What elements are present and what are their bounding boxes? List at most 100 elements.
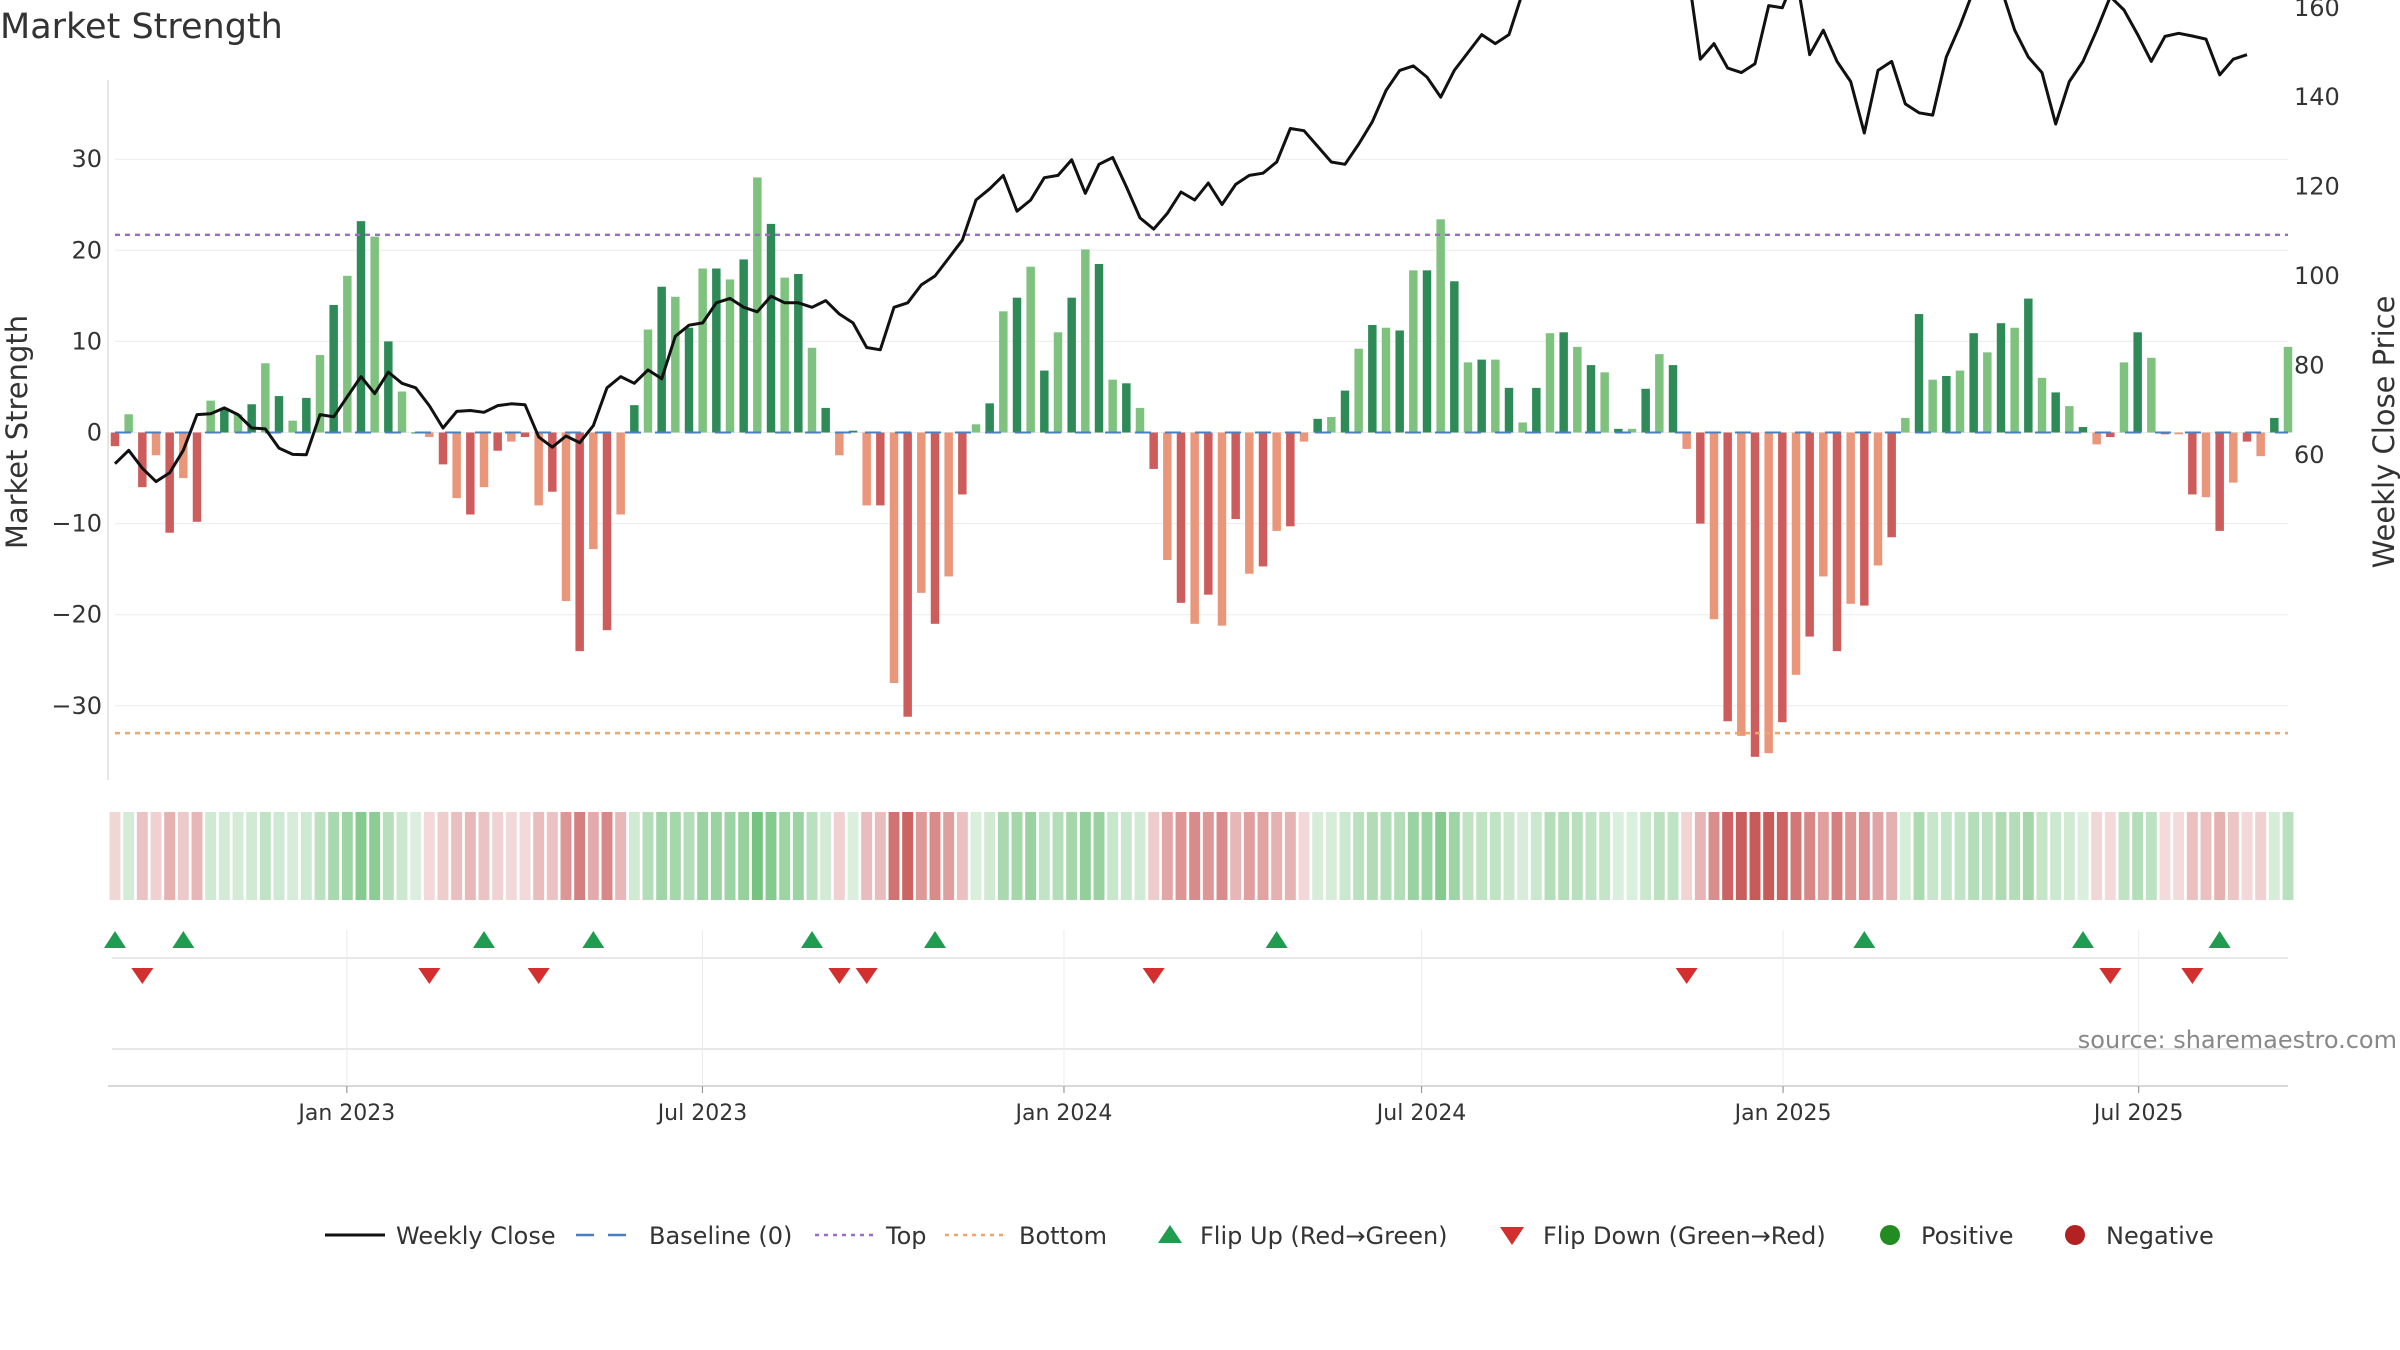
strength-bar — [343, 275, 352, 433]
strength-bar — [1422, 270, 1432, 433]
strength-bar — [1477, 359, 1486, 433]
heat-cell — [1189, 812, 1201, 900]
heat-cell — [861, 812, 873, 900]
strength-bar — [807, 347, 817, 433]
strength-bar — [1887, 432, 1896, 538]
heat-cell — [956, 812, 968, 900]
heat-cell — [902, 812, 914, 900]
strength-bar — [835, 432, 844, 456]
strength-bar — [1573, 346, 1582, 433]
strength-bar — [780, 277, 789, 433]
heat-cell — [1093, 812, 1105, 900]
heat-cell — [1052, 812, 1064, 900]
flip-down-marker — [1142, 968, 1165, 984]
strength-bar — [1299, 432, 1309, 442]
strength-bar — [1395, 330, 1404, 433]
strength-bar — [2201, 432, 2211, 498]
strength-bar — [1545, 333, 1555, 433]
heat-cell — [1845, 812, 1857, 900]
heat-cell — [451, 812, 463, 900]
flip-up-marker — [1853, 931, 1876, 948]
strength-bar — [2229, 432, 2238, 483]
strength-bar — [971, 424, 981, 433]
heat-cell — [423, 812, 435, 900]
strength-bar — [1750, 432, 1760, 757]
strength-bar — [151, 432, 161, 456]
heat-cell — [970, 812, 982, 900]
heat-cell — [1831, 812, 1843, 900]
y-tick-label: 20 — [71, 236, 102, 264]
heat-cell — [1708, 812, 1720, 900]
legend-label: Flip Up (Red→Green) — [1200, 1222, 1448, 1250]
legend-item: Bottom — [945, 1222, 1107, 1250]
strength-bar — [794, 273, 803, 433]
heat-cell — [2159, 812, 2171, 900]
strength-bar — [247, 404, 256, 433]
heat-cell — [2063, 812, 2075, 900]
heat-cell — [560, 812, 572, 900]
heat-cell — [1175, 812, 1187, 900]
heat-cell — [1954, 812, 1966, 900]
heat-cell — [697, 812, 709, 900]
strength-bar — [507, 432, 516, 442]
strength-bar — [2119, 362, 2129, 433]
flip-down-marker — [527, 968, 550, 984]
heat-cell — [1448, 812, 1460, 900]
strength-bar — [1983, 352, 1992, 433]
strength-bar — [1368, 325, 1377, 433]
heat-cell — [205, 812, 217, 900]
flip-markers — [104, 931, 2288, 1050]
heat-cell — [410, 812, 422, 900]
legend-item: Top — [815, 1222, 927, 1250]
strength-bar — [1135, 407, 1145, 433]
strength-bar — [1163, 432, 1172, 561]
heat-cell — [464, 812, 476, 900]
heat-cell — [601, 812, 613, 900]
heat-cell — [1790, 812, 1802, 900]
legend-label: Bottom — [1019, 1222, 1107, 1250]
heat-cell — [683, 812, 695, 900]
strength-bar — [1723, 432, 1732, 722]
strength-bar — [917, 432, 926, 593]
heat-cell — [1079, 812, 1091, 900]
heat-cell — [164, 812, 176, 900]
chart-title: Market Strength — [0, 7, 283, 47]
strength-bar — [1532, 387, 1541, 433]
heat-cell — [724, 812, 736, 900]
legend-label: Positive — [1921, 1222, 2014, 1250]
heat-cell — [642, 812, 654, 900]
heat-cell — [738, 812, 750, 900]
legend-item: Negative — [2065, 1222, 2214, 1250]
strength-bar — [2174, 432, 2183, 435]
strength-bar — [698, 268, 707, 433]
strength-bar — [192, 432, 202, 522]
strength-bar — [548, 432, 557, 492]
strength-bar — [1641, 388, 1650, 433]
heat-cell — [1599, 812, 1611, 900]
heat-cell — [246, 812, 258, 900]
strength-bar — [520, 432, 530, 438]
heat-cell — [1626, 812, 1638, 900]
legend-item: Baseline (0) — [576, 1222, 792, 1250]
heat-cell — [328, 812, 340, 900]
strength-bar — [1504, 387, 1514, 433]
strength-bar — [233, 414, 243, 433]
heat-cell — [1940, 812, 1952, 900]
heat-cell — [2268, 812, 2280, 900]
strength-bar — [110, 432, 120, 447]
strength-bar — [274, 396, 284, 433]
flip-down-marker — [828, 968, 851, 984]
y2-tick-label: 80 — [2294, 351, 2325, 379]
strength-bar — [1586, 365, 1596, 433]
heat-cell — [792, 812, 804, 900]
strength-bar — [2215, 432, 2224, 531]
heat-cell — [2227, 812, 2239, 900]
heat-cell — [1858, 812, 1870, 900]
legend-item: Flip Up (Red→Green) — [1158, 1222, 1448, 1250]
strength-bar — [1737, 432, 1746, 736]
heat-cell — [1817, 812, 1829, 900]
heat-cell — [1161, 812, 1173, 900]
legend: Weekly Close Baseline (0) Top Bottom Flip Up… — [325, 1222, 2214, 1250]
strength-bar — [397, 391, 407, 433]
